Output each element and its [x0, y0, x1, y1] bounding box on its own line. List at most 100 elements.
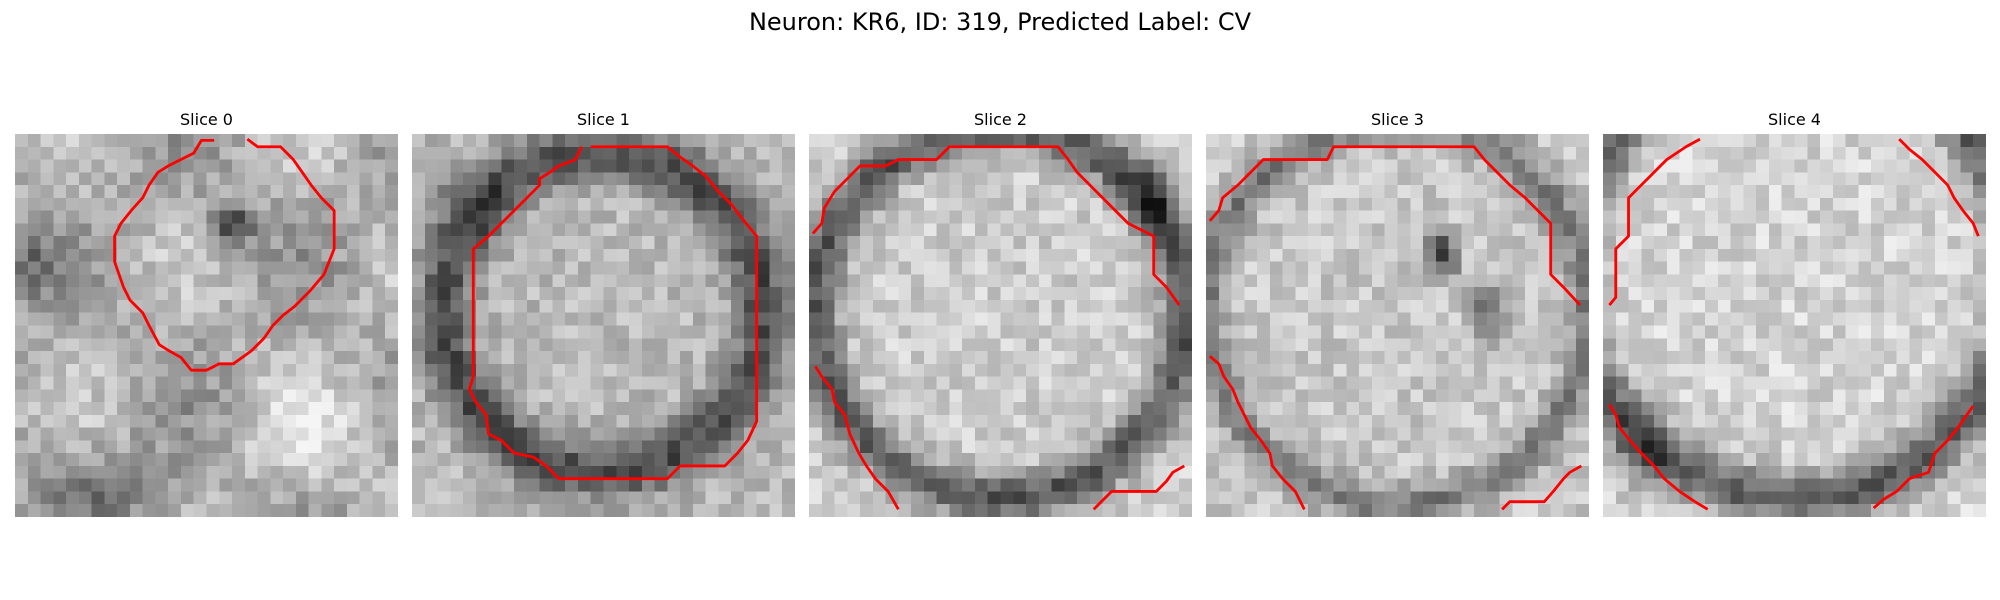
pixel	[539, 312, 553, 326]
pixel	[1973, 210, 1986, 224]
pixel	[1051, 414, 1065, 428]
pixel	[1282, 274, 1296, 288]
pixel	[1435, 197, 1449, 211]
pixel	[565, 465, 579, 479]
pixel	[603, 197, 617, 211]
pixel	[782, 351, 795, 365]
pixel	[1295, 427, 1309, 441]
pixel	[1871, 338, 1885, 352]
pixel	[1896, 504, 1910, 517]
pixel	[1832, 478, 1846, 492]
pixel	[104, 465, 118, 479]
pixel	[809, 376, 823, 390]
pixel	[1692, 453, 1706, 467]
pixel	[526, 146, 540, 160]
pixel	[155, 478, 169, 492]
pixel	[232, 185, 246, 199]
pixel	[654, 376, 668, 390]
pixel	[78, 325, 92, 339]
pixel	[1641, 402, 1655, 416]
pixel	[1858, 351, 1872, 365]
pixel	[1525, 274, 1539, 288]
pixel	[1140, 236, 1154, 250]
pixel	[1333, 287, 1347, 301]
pixel	[1166, 312, 1180, 326]
pixel	[603, 236, 617, 250]
pixel	[1832, 440, 1846, 454]
pixel	[692, 363, 706, 377]
pixel	[1218, 172, 1232, 186]
pixel	[1231, 159, 1245, 173]
pixel	[1512, 427, 1526, 441]
pixel	[283, 402, 297, 416]
pixel	[1603, 312, 1617, 326]
pixel	[1051, 351, 1065, 365]
pixel	[860, 427, 874, 441]
pixel	[1115, 287, 1129, 301]
pixel	[885, 351, 899, 365]
pixel	[117, 261, 131, 275]
pixel	[1115, 440, 1129, 454]
pixel	[1628, 363, 1642, 377]
pixel	[1883, 478, 1897, 492]
pixel	[15, 453, 29, 467]
pixel	[987, 351, 1001, 365]
pixel	[1858, 274, 1872, 288]
pixel	[1922, 402, 1936, 416]
pixel	[1333, 197, 1347, 211]
pixel	[66, 465, 80, 479]
pixel	[1423, 299, 1437, 313]
pixel	[1947, 274, 1961, 288]
pixel	[424, 478, 438, 492]
pixel	[1486, 223, 1500, 237]
pixel	[1512, 274, 1526, 288]
pixel	[552, 223, 566, 237]
pixel	[1641, 312, 1655, 326]
pixel	[1550, 465, 1564, 479]
pixel	[1973, 185, 1986, 199]
pixel	[1410, 402, 1424, 416]
pixel	[1743, 248, 1757, 262]
pixel	[334, 363, 348, 377]
pixel	[1026, 453, 1040, 467]
pixel	[193, 210, 207, 224]
pixel	[1743, 185, 1757, 199]
pixel	[1013, 261, 1027, 275]
pixel	[270, 440, 284, 454]
pixel	[1934, 146, 1948, 160]
pixel	[692, 491, 706, 505]
pixel	[809, 134, 823, 148]
pixel	[91, 223, 105, 237]
pixel	[743, 453, 757, 467]
pixel	[1654, 389, 1668, 403]
pixel	[1807, 453, 1821, 467]
pixel	[1140, 210, 1154, 224]
pixel	[180, 236, 194, 250]
pixel	[1717, 274, 1731, 288]
pixel	[782, 504, 795, 517]
pixel	[1717, 389, 1731, 403]
pixel	[1140, 261, 1154, 275]
pixel	[987, 504, 1001, 517]
pixel	[821, 351, 835, 365]
pixel	[155, 197, 169, 211]
pixel	[629, 312, 643, 326]
pixel	[450, 248, 464, 262]
pixel	[1410, 325, 1424, 339]
pixel	[1231, 351, 1245, 365]
pixel	[27, 223, 41, 237]
pixel	[180, 363, 194, 377]
pixel	[1359, 210, 1373, 224]
pixel	[40, 376, 54, 390]
pixel	[91, 146, 105, 160]
pixel	[1026, 440, 1040, 454]
pixel	[911, 440, 925, 454]
pixel	[232, 453, 246, 467]
pixel	[911, 185, 925, 199]
pixel	[1845, 338, 1859, 352]
pixel	[987, 248, 1001, 262]
pixel	[334, 287, 348, 301]
pixel	[1257, 504, 1271, 517]
pixel	[1563, 402, 1577, 416]
pixel	[168, 325, 182, 339]
